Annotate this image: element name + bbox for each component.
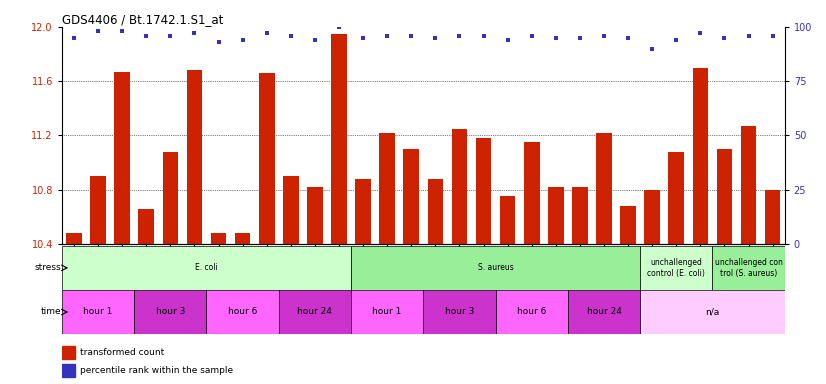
Point — [140, 33, 153, 39]
Bar — [403, 149, 419, 244]
Bar — [567, 290, 640, 334]
Point — [718, 35, 731, 41]
Point — [621, 35, 634, 41]
Point — [236, 37, 249, 43]
Bar — [139, 209, 154, 244]
Point — [646, 46, 659, 52]
Point — [381, 33, 394, 39]
Text: hour 3: hour 3 — [155, 308, 185, 316]
Text: transformed count: transformed count — [80, 348, 164, 357]
Text: E. coli: E. coli — [195, 263, 218, 272]
Point — [429, 35, 442, 41]
Point — [573, 35, 586, 41]
Text: S. aureus: S. aureus — [477, 263, 514, 272]
Point — [260, 30, 273, 36]
Bar — [524, 142, 539, 244]
Bar — [428, 179, 444, 244]
Point — [308, 37, 321, 43]
Text: hour 24: hour 24 — [297, 308, 332, 316]
Bar — [90, 176, 106, 244]
Text: stress: stress — [35, 263, 61, 272]
Bar — [278, 290, 351, 334]
Point — [68, 35, 81, 41]
Bar — [692, 68, 708, 244]
Point — [164, 33, 177, 39]
Bar — [500, 196, 515, 244]
Point — [188, 30, 201, 36]
Bar — [355, 179, 371, 244]
Bar — [668, 152, 684, 244]
Text: hour 1: hour 1 — [373, 308, 402, 316]
Bar — [741, 126, 757, 244]
Bar — [596, 132, 612, 244]
Bar — [496, 290, 567, 334]
Bar — [134, 290, 206, 334]
Bar — [640, 290, 785, 334]
Point — [597, 33, 610, 39]
Bar — [476, 138, 491, 244]
Bar — [620, 206, 636, 244]
Point — [116, 28, 129, 34]
Text: unchallenged
control (E. coli): unchallenged control (E. coli) — [648, 258, 705, 278]
Text: hour 3: hour 3 — [444, 308, 474, 316]
Bar — [259, 73, 274, 244]
Point — [405, 33, 418, 39]
Bar — [548, 187, 563, 244]
Text: hour 1: hour 1 — [83, 308, 113, 316]
Text: time: time — [40, 308, 61, 316]
Bar — [765, 190, 781, 244]
Point — [332, 24, 345, 30]
Text: percentile rank within the sample: percentile rank within the sample — [80, 366, 233, 375]
Point — [549, 35, 563, 41]
Point — [357, 35, 370, 41]
Bar — [163, 152, 178, 244]
Bar — [644, 190, 660, 244]
Point — [284, 33, 297, 39]
Bar — [307, 187, 323, 244]
Text: hour 24: hour 24 — [586, 308, 621, 316]
Point — [742, 33, 755, 39]
Bar — [62, 346, 75, 359]
Point — [694, 30, 707, 36]
Point — [453, 33, 466, 39]
Bar — [572, 187, 588, 244]
Point — [766, 33, 779, 39]
Point — [92, 28, 105, 34]
Point — [477, 33, 490, 39]
Bar — [351, 246, 640, 290]
Bar — [283, 176, 299, 244]
Bar — [423, 290, 496, 334]
Text: GDS4406 / Bt.1742.1.S1_at: GDS4406 / Bt.1742.1.S1_at — [62, 13, 223, 26]
Point — [212, 39, 225, 45]
Point — [670, 37, 683, 43]
Bar — [66, 233, 82, 244]
Bar — [712, 246, 785, 290]
Bar — [211, 233, 226, 244]
Point — [501, 37, 515, 43]
Bar — [206, 290, 278, 334]
Bar — [235, 233, 250, 244]
Text: hour 6: hour 6 — [228, 308, 258, 316]
Bar — [331, 34, 347, 244]
Text: unchallenged con
trol (S. aureus): unchallenged con trol (S. aureus) — [714, 258, 782, 278]
Point — [525, 33, 539, 39]
Bar — [62, 290, 134, 334]
Bar — [62, 364, 75, 377]
Bar — [351, 290, 423, 334]
Bar — [379, 132, 395, 244]
Bar — [452, 129, 468, 244]
Bar — [187, 70, 202, 244]
Text: n/a: n/a — [705, 308, 719, 316]
Bar — [640, 246, 712, 290]
Bar — [717, 149, 733, 244]
Bar — [62, 246, 351, 290]
Text: hour 6: hour 6 — [517, 308, 547, 316]
Bar — [114, 72, 130, 244]
